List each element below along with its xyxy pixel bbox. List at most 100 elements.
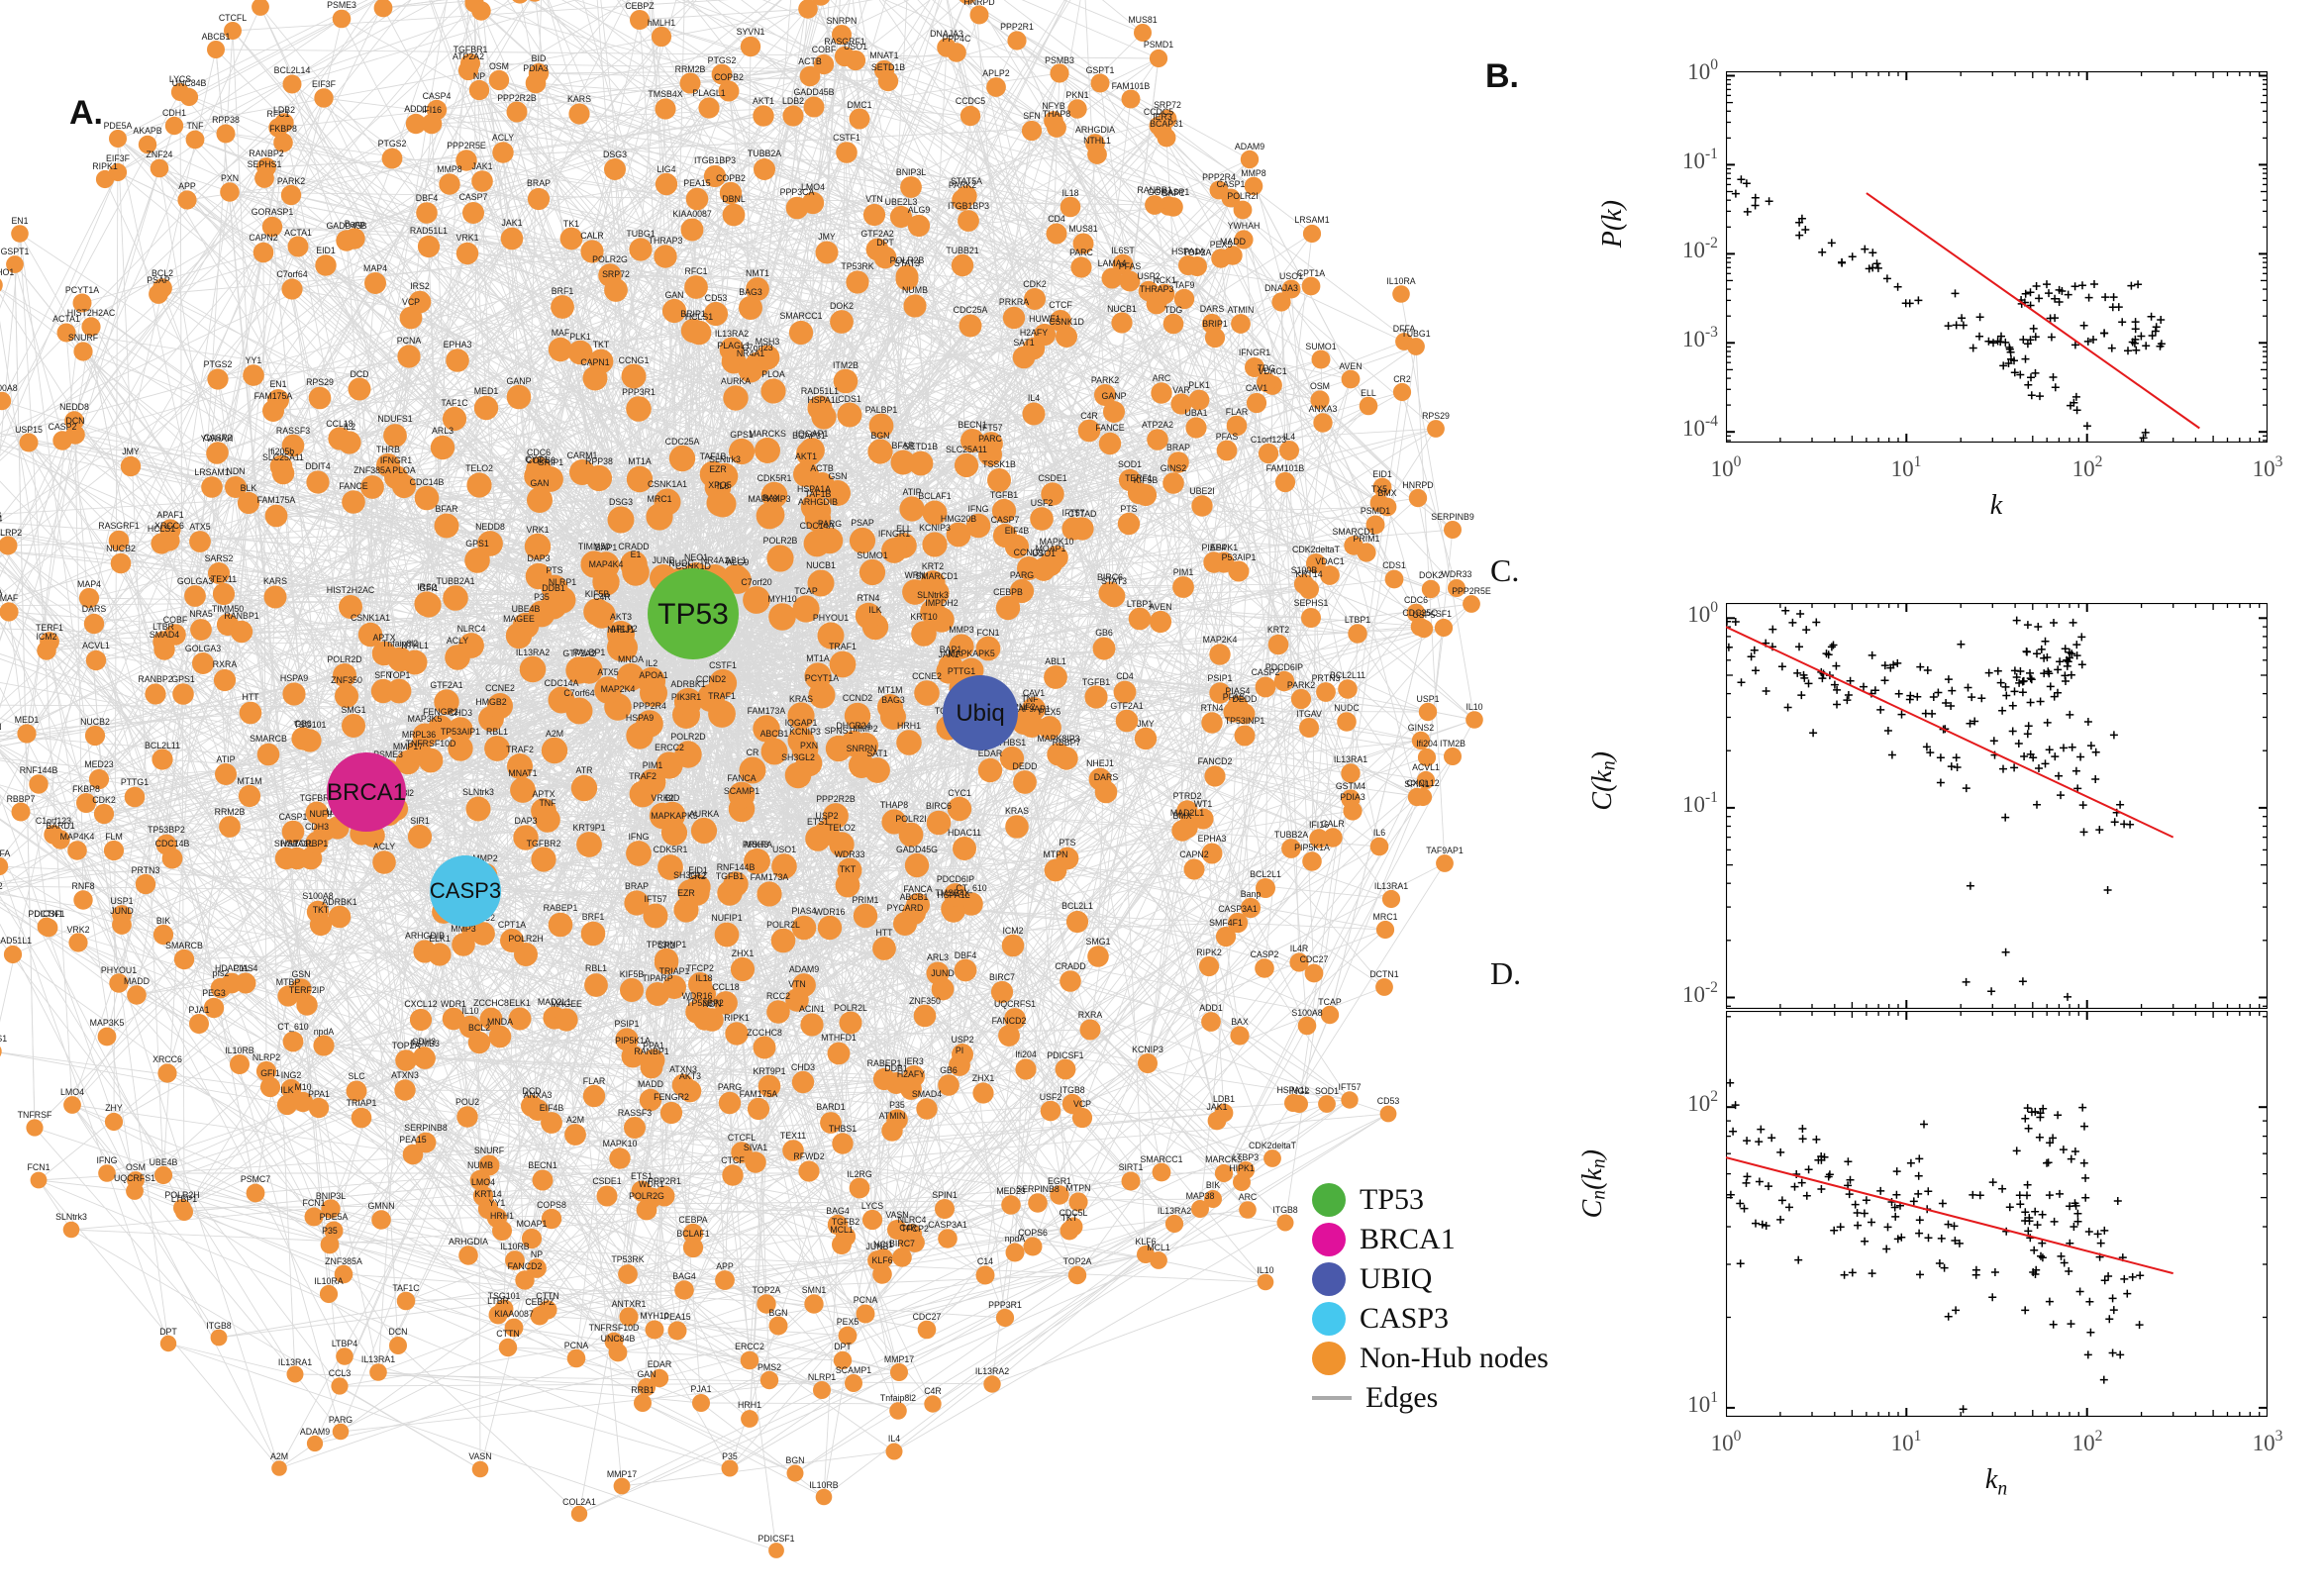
svg-text:MYH10: MYH10 xyxy=(640,1311,668,1321)
svg-text:GTF2A1: GTF2A1 xyxy=(1110,701,1143,711)
svg-text:GB6: GB6 xyxy=(940,1065,958,1075)
svg-text:PTTG1: PTTG1 xyxy=(948,666,975,676)
svg-text:PXN: PXN xyxy=(221,173,239,183)
svg-text:DDIT4: DDIT4 xyxy=(305,461,331,471)
svg-text:MAPK8IP3: MAPK8IP3 xyxy=(1037,734,1079,744)
svg-text:IL13RA1: IL13RA1 xyxy=(1334,754,1367,764)
svg-text:SMN1: SMN1 xyxy=(802,1285,827,1295)
svg-text:PTS: PTS xyxy=(1059,838,1075,848)
svg-text:TUBB2A1: TUBB2A1 xyxy=(436,576,474,586)
svg-text:ATP2A2: ATP2A2 xyxy=(1142,420,1173,430)
svg-text:P53AIP1: P53AIP1 xyxy=(1222,552,1257,562)
svg-text:CASP7: CASP7 xyxy=(991,515,1020,525)
svg-text:SLNtrk3: SLNtrk3 xyxy=(917,590,949,600)
svg-text:EZR: EZR xyxy=(709,464,727,474)
svg-text:CAV1: CAV1 xyxy=(1246,383,1267,393)
svg-text:JAK1: JAK1 xyxy=(501,218,522,228)
svg-text:AKT3: AKT3 xyxy=(610,612,632,622)
svg-text:BCLAF1: BCLAF1 xyxy=(918,491,951,501)
svg-text:APP: APP xyxy=(716,1261,734,1271)
svg-text:FAM173A: FAM173A xyxy=(751,872,789,882)
svg-text:PRTN3: PRTN3 xyxy=(132,865,160,875)
svg-text:PPP2R5E: PPP2R5E xyxy=(1452,586,1491,596)
svg-text:ACVL1: ACVL1 xyxy=(1412,762,1440,772)
svg-text:GANP: GANP xyxy=(507,376,532,386)
svg-text:TRAF2: TRAF2 xyxy=(629,771,656,781)
svg-text:DNAJA3: DNAJA3 xyxy=(1264,283,1298,293)
svg-text:PIK3R1: PIK3R1 xyxy=(671,692,701,702)
svg-text:MAGEE: MAGEE xyxy=(503,614,535,624)
svg-text:PPP2R1: PPP2R1 xyxy=(648,1176,681,1186)
svg-text:TERF1: TERF1 xyxy=(36,623,63,633)
svg-text:MAP3K5: MAP3K5 xyxy=(90,1018,125,1028)
svg-text:CD4: CD4 xyxy=(1048,214,1065,224)
svg-text:GSN: GSN xyxy=(291,969,310,979)
svg-text:MMP17: MMP17 xyxy=(607,1469,637,1479)
svg-text:SMG1: SMG1 xyxy=(1086,937,1111,947)
svg-text:SEPHS1: SEPHS1 xyxy=(1294,598,1329,608)
svg-text:CCND2: CCND2 xyxy=(696,674,726,684)
svg-text:BGN: BGN xyxy=(785,1455,804,1465)
svg-text:THAP8: THAP8 xyxy=(1043,109,1070,119)
svg-text:BID: BID xyxy=(665,793,680,803)
svg-text:ANXA3: ANXA3 xyxy=(1309,404,1338,414)
svg-text:CDC14B: CDC14B xyxy=(410,477,445,487)
svg-text:PIAS4: PIAS4 xyxy=(1202,543,1227,552)
svg-text:FANCE: FANCE xyxy=(1095,423,1124,433)
svg-text:Ifi204: Ifi204 xyxy=(1416,739,1438,748)
svg-text:FAM101B: FAM101B xyxy=(1266,463,1305,473)
svg-text:IL10RA: IL10RA xyxy=(314,1276,343,1286)
svg-text:VDAC1: VDAC1 xyxy=(1315,556,1344,566)
svg-text:XRCC6: XRCC6 xyxy=(154,521,184,531)
svg-text:POLR2L: POLR2L xyxy=(834,1003,867,1013)
svg-text:MAF: MAF xyxy=(552,328,570,338)
svg-text:CPT1A: CPT1A xyxy=(498,920,526,930)
svg-text:VCP: VCP xyxy=(1073,1099,1091,1109)
svg-text:RBL1: RBL1 xyxy=(585,963,607,973)
svg-text:KCNIP3: KCNIP3 xyxy=(1132,1045,1163,1054)
svg-text:CASP2: CASP2 xyxy=(1251,949,1279,959)
svg-text:KRAS: KRAS xyxy=(1005,806,1029,816)
svg-text:UBE4B: UBE4B xyxy=(150,1157,178,1167)
svg-text:SNURF: SNURF xyxy=(68,333,99,343)
svg-text:JAK1: JAK1 xyxy=(471,161,492,171)
svg-text:CDC25A: CDC25A xyxy=(954,305,988,315)
svg-text:JAK1: JAK1 xyxy=(938,649,959,659)
svg-text:IFI16: IFI16 xyxy=(422,105,442,115)
svg-text:ANTXR1: ANTXR1 xyxy=(612,1299,647,1309)
svg-text:PTTG1: PTTG1 xyxy=(121,777,149,787)
svg-text:SPIN1: SPIN1 xyxy=(1404,779,1430,789)
svg-text:GFI1: GFI1 xyxy=(260,1068,280,1078)
svg-text:CDK2: CDK2 xyxy=(1023,279,1047,289)
svg-text:ACLY: ACLY xyxy=(373,842,395,851)
svg-text:TOPBP1: TOPBP1 xyxy=(294,839,329,848)
svg-text:TGFB2: TGFB2 xyxy=(832,1217,859,1227)
svg-text:CDC25C: CDC25C xyxy=(1402,608,1438,618)
svg-text:EPHA3: EPHA3 xyxy=(444,340,472,349)
svg-text:GSPT1: GSPT1 xyxy=(1086,65,1115,75)
svg-text:KIAA0087: KIAA0087 xyxy=(494,1309,534,1319)
svg-text:SIVA1: SIVA1 xyxy=(744,1143,767,1152)
svg-text:CSTF1: CSTF1 xyxy=(709,660,737,670)
svg-text:MAF: MAF xyxy=(0,593,19,603)
svg-text:ERCC2: ERCC2 xyxy=(735,1342,764,1351)
svg-text:KRT9P1: KRT9P1 xyxy=(572,823,605,833)
svg-text:WDR16: WDR16 xyxy=(682,991,713,1001)
svg-text:HNRPD: HNRPD xyxy=(963,0,994,7)
svg-text:TP53RK: TP53RK xyxy=(841,261,873,271)
svg-text:TGFB1: TGFB1 xyxy=(990,490,1018,500)
svg-text:RTN4: RTN4 xyxy=(858,593,880,603)
svg-text:OSM: OSM xyxy=(489,61,509,71)
svg-text:BCAP31: BCAP31 xyxy=(1150,119,1183,129)
svg-text:USP2: USP2 xyxy=(1138,271,1161,281)
svg-text:LTBP1: LTBP1 xyxy=(1345,615,1370,625)
svg-text:SETD1B: SETD1B xyxy=(871,62,905,72)
svg-text:CCNE2: CCNE2 xyxy=(912,671,942,681)
svg-text:CCNE2: CCNE2 xyxy=(485,683,515,693)
svg-text:EIF4B: EIF4B xyxy=(540,1103,564,1113)
svg-text:TP53AIP1: TP53AIP1 xyxy=(441,727,480,737)
svg-text:SIRT1: SIRT1 xyxy=(1119,1162,1144,1172)
svg-text:NDUFS1: NDUFS1 xyxy=(377,414,412,424)
svg-text:CASP3A1: CASP3A1 xyxy=(1218,904,1258,914)
svg-text:SERPINB9: SERPINB9 xyxy=(1431,512,1474,522)
